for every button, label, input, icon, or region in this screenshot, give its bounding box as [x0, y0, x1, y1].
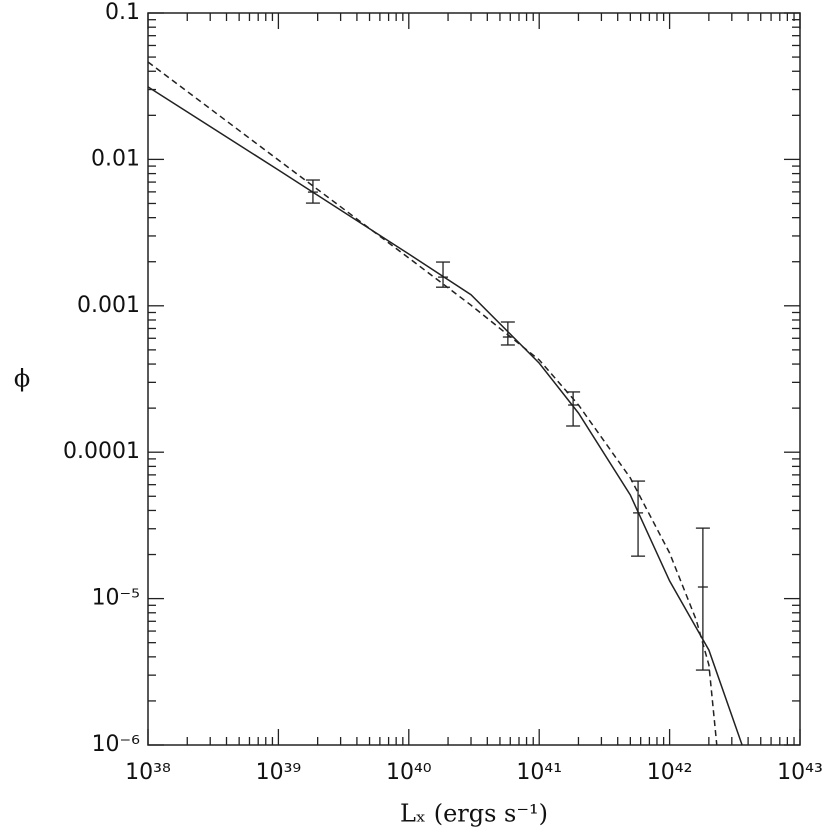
- x-tick-label: 10⁴⁰: [386, 760, 432, 785]
- y-tick-label: 0.001: [77, 293, 140, 318]
- x-tick-label: 10³⁹: [256, 760, 302, 785]
- y-tick-label: 0.01: [91, 146, 140, 171]
- y-tick-label: 10⁻⁵: [92, 586, 140, 611]
- x-axis-label: Lₓ (ergs s⁻¹): [400, 800, 548, 828]
- x-tick-label: 10⁴¹: [516, 760, 562, 785]
- plot-frame: [147, 12, 801, 746]
- y-tick-label: 0.0001: [63, 439, 140, 464]
- y-tick-label: 10⁻⁶: [92, 732, 141, 757]
- x-tick-label: 10⁴²: [647, 760, 693, 785]
- y-axis-label: ϕ: [14, 365, 30, 393]
- x-tick-label: 10⁴³: [777, 760, 823, 785]
- model-line: [147, 86, 743, 746]
- y-tick-label: 0.1: [105, 0, 140, 25]
- model-line: [147, 61, 718, 746]
- x-tick-label: 10³⁸: [125, 760, 171, 785]
